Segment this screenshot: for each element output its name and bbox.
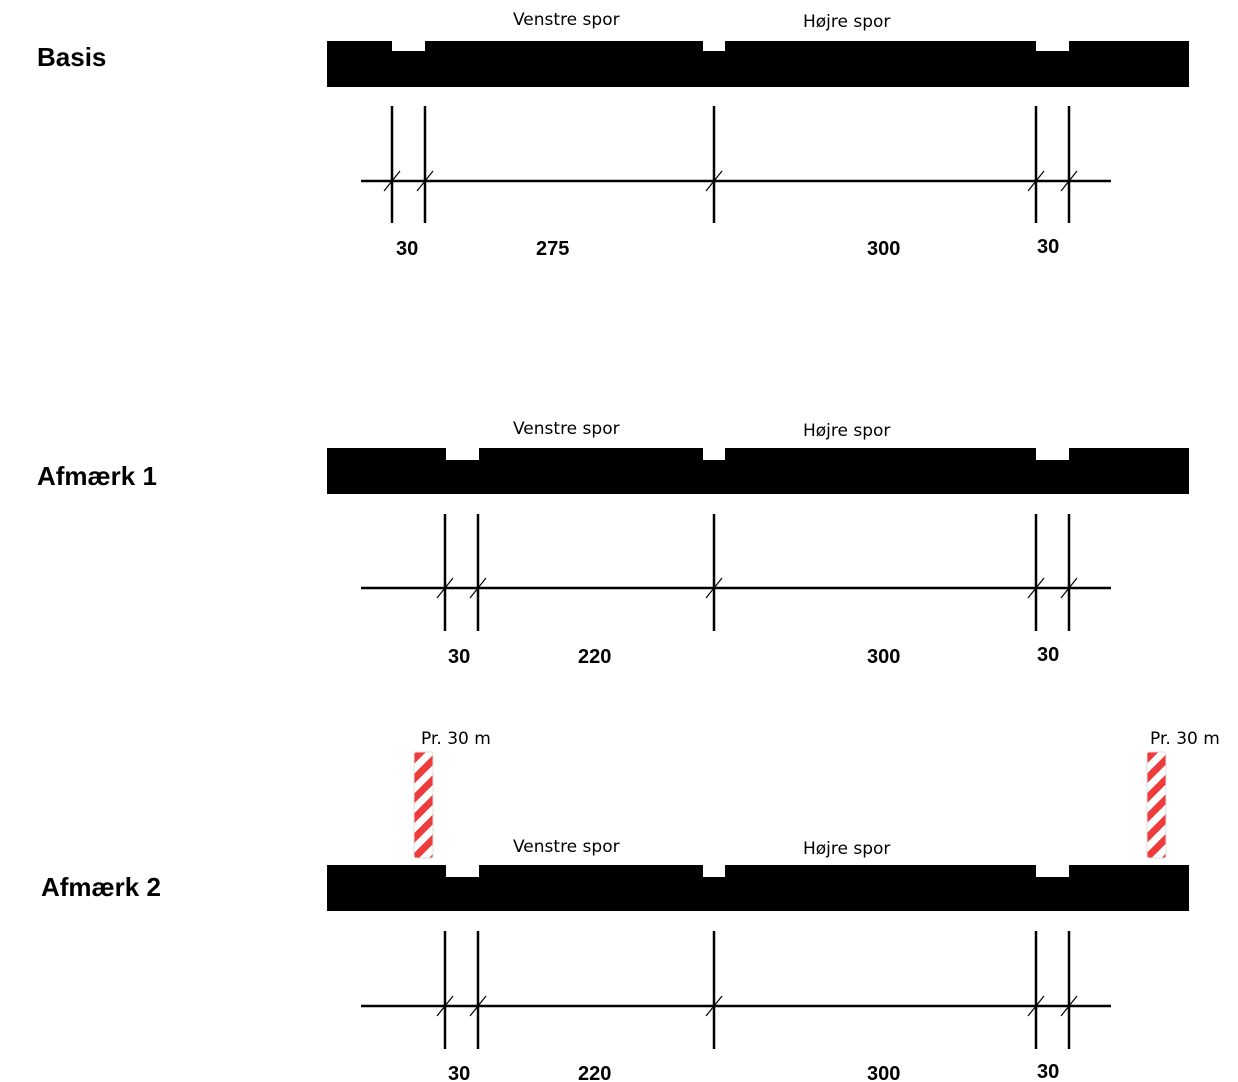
edge-marking-left: [446, 448, 479, 460]
post-label-left: Pr. 30 m: [421, 729, 491, 749]
edge-marking-right: [1036, 865, 1069, 877]
right-lane-label: Højre spor: [803, 12, 890, 32]
left-lane-label: Venstre spor: [513, 10, 620, 30]
dimension-lines: [361, 514, 1111, 631]
hazard-post-left: [413, 751, 434, 859]
dimension-value: 30: [1037, 236, 1059, 258]
dimension-ticks: [436, 577, 1078, 599]
edge-marking-left: [446, 865, 479, 877]
dimension-value: 275: [536, 238, 569, 260]
dimension-value: 30: [1037, 644, 1059, 666]
center-marking: [703, 865, 725, 877]
right-lane-label: Højre spor: [803, 421, 890, 441]
dimension-value: 300: [867, 238, 900, 260]
edge-marking-right: [1036, 448, 1069, 460]
section-title: Basis: [37, 42, 106, 72]
dimension-ticks: [436, 995, 1078, 1017]
section-basis: Basis Venstre spor Højre spor 30 275 300…: [37, 10, 1189, 260]
dimension-value: 30: [448, 1063, 470, 1082]
dimension-value: 300: [867, 646, 900, 668]
center-marking: [703, 41, 725, 51]
dimension-value: 300: [867, 1063, 900, 1082]
dimension-value: 30: [1037, 1061, 1059, 1082]
center-marking: [703, 448, 725, 460]
dimension-lines: [361, 106, 1111, 223]
left-lane-label: Venstre spor: [513, 419, 620, 439]
dimension-value: 220: [578, 1063, 611, 1082]
edge-marking-left: [392, 41, 425, 51]
dimension-value: 30: [396, 238, 418, 260]
dimension-value: 220: [578, 646, 611, 668]
right-lane-label: Højre spor: [803, 839, 890, 859]
section-afmaerk-1: Afmærk 1 Venstre spor Højre spor 30 220 …: [37, 419, 1189, 668]
left-lane-label: Venstre spor: [513, 837, 620, 857]
dimension-value: 30: [448, 646, 470, 668]
section-title: Afmærk 2: [41, 872, 161, 902]
dimension-ticks: [383, 170, 1078, 192]
edge-marking-right: [1036, 41, 1069, 51]
dimension-lines: [361, 931, 1111, 1049]
section-afmaerk-2: Pr. 30 m Pr. 30 m Afmærk 2 Venstre spor …: [41, 729, 1220, 1082]
section-title: Afmærk 1: [37, 461, 157, 491]
post-label-right: Pr. 30 m: [1150, 729, 1220, 749]
hazard-post-right: [1146, 751, 1167, 859]
